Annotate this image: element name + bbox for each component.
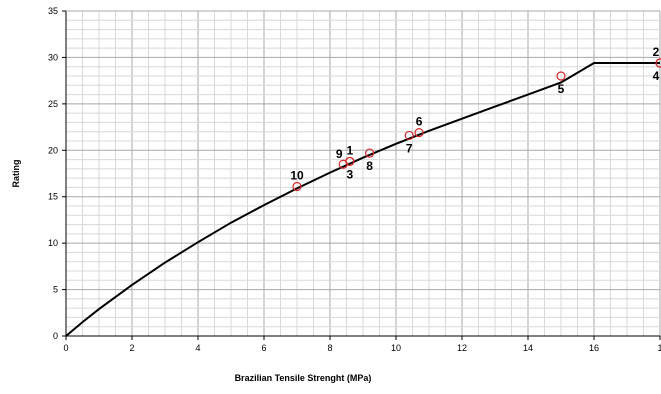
y-tick-label: 25 [48, 99, 58, 109]
y-axis-label: Rating [11, 160, 21, 188]
x-tick-label: 10 [391, 343, 401, 353]
data-point-marker [414, 128, 424, 138]
data-point-marker [655, 58, 661, 68]
data-point-marker [556, 71, 566, 81]
data-point-marker [292, 181, 302, 192]
grid [65, 10, 661, 337]
x-tick-label: 16 [589, 343, 599, 353]
y-tick-label: 5 [53, 285, 58, 295]
x-tick-label: 6 [261, 343, 266, 353]
data-point-label: 6 [416, 115, 423, 129]
data-point-label: 7 [406, 141, 413, 155]
y-tick-label: 35 [48, 6, 58, 16]
x-tick-label: 1 [657, 343, 661, 353]
y-tick-label: 30 [48, 52, 58, 62]
x-tick-label: 4 [195, 343, 200, 353]
data-point-marker [338, 159, 348, 169]
x-tick-label: 8 [327, 343, 332, 353]
data-point-label: 5 [558, 82, 565, 96]
rating-curve [65, 62, 660, 337]
data-point-label: 3 [346, 167, 353, 181]
data-point-label: 4 [653, 69, 660, 83]
y-tick-label: 10 [48, 238, 58, 248]
x-axis-label: Brazilian Tensile Strenght (MPa) [235, 373, 372, 383]
data-point-label: 9 [336, 147, 343, 161]
data-point-marker [404, 130, 414, 141]
data-point-marker [365, 148, 375, 158]
y-tick-label: 15 [48, 192, 58, 202]
axes [65, 10, 660, 337]
x-tick-label: 12 [457, 343, 467, 353]
data-point-label: 1 [346, 143, 353, 157]
x-tick-label: 14 [523, 343, 533, 353]
y-tick-label: 20 [48, 145, 58, 155]
y-tick-label: 0 [53, 331, 58, 341]
data-points: 1 2 3 4 5 67 8 9 10 [290, 45, 661, 192]
x-tick-label: 0 [63, 343, 68, 353]
data-point-label: 8 [366, 159, 373, 173]
data-point-label: 10 [290, 169, 304, 183]
data-point-label: 2 [653, 45, 660, 59]
x-tick-label: 2 [129, 343, 134, 353]
